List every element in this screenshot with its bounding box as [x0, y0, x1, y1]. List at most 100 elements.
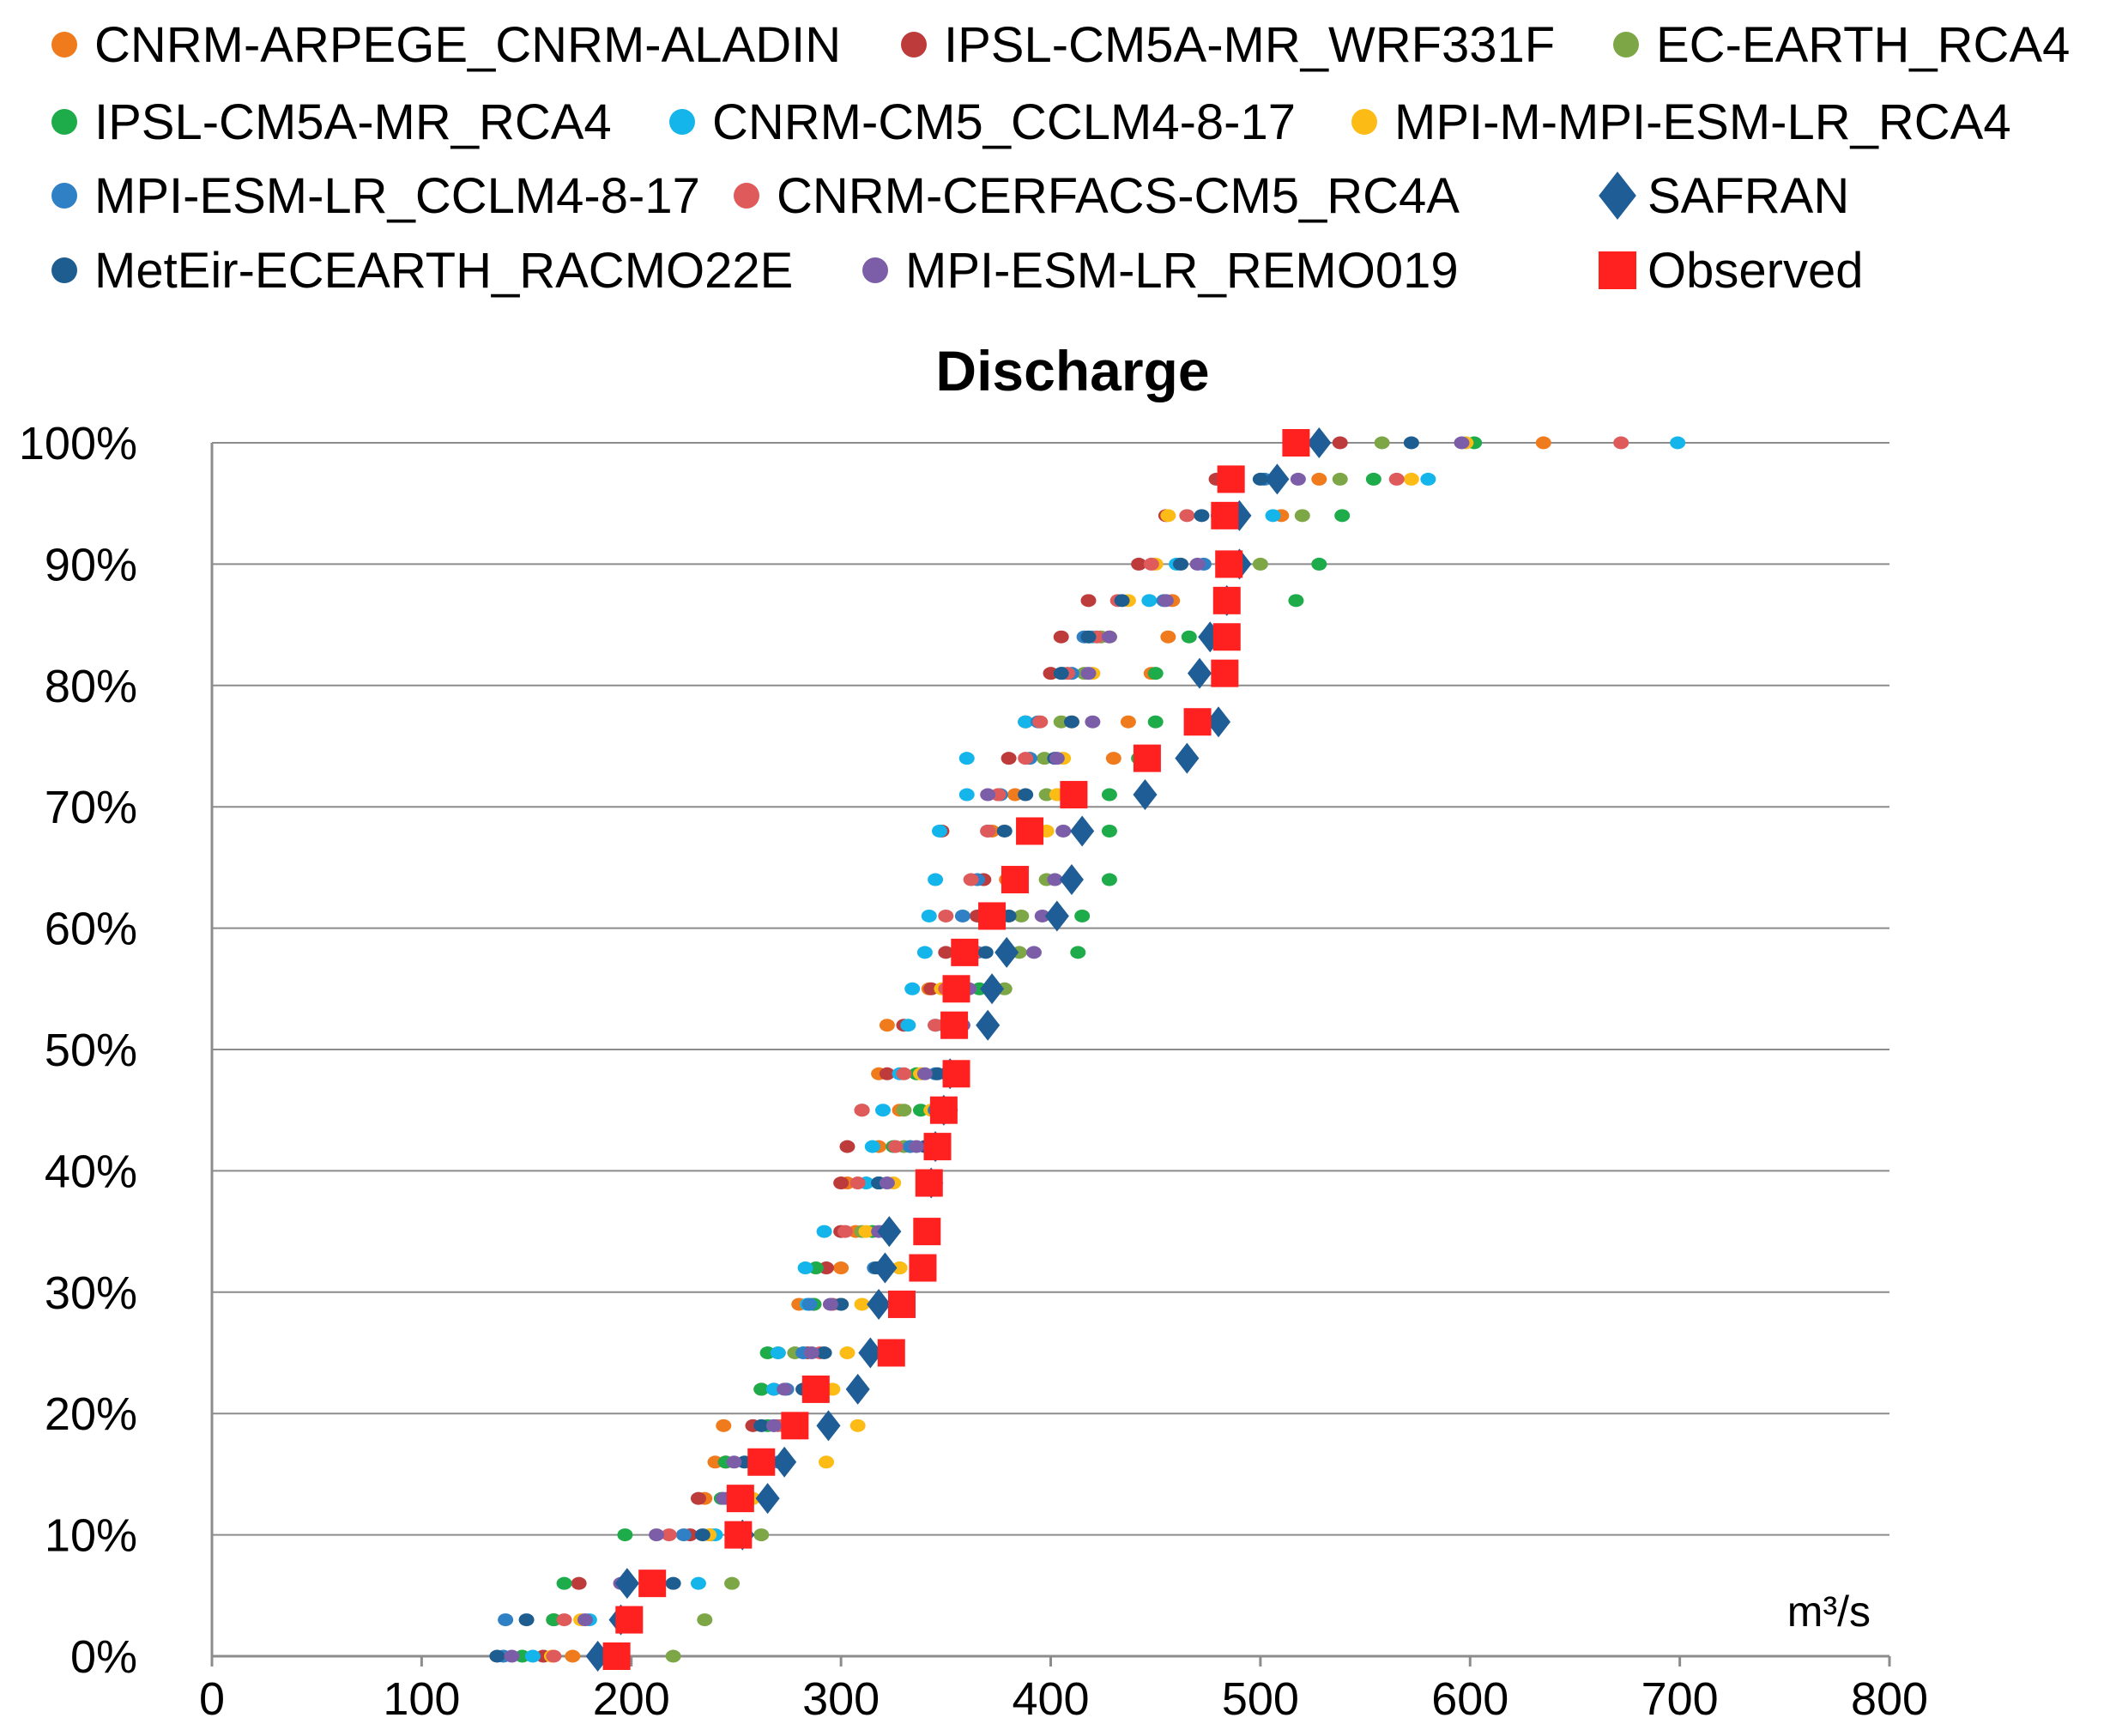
- data-point-dot: [839, 1346, 855, 1359]
- data-point-diamond: [980, 973, 1005, 1005]
- data-point-dot: [938, 946, 954, 959]
- y-axis-ticks: 0% 10% 20% 30% 40% 50% 60% 70% 80% 90% 100%: [19, 418, 137, 1683]
- data-point-dot: [875, 1104, 891, 1117]
- data-point-dot: [690, 1491, 706, 1505]
- data-point-dot: [1403, 472, 1419, 486]
- data-point-dot: [839, 1140, 855, 1153]
- data-point-dot: [980, 824, 996, 838]
- data-point-diamond: [1206, 706, 1231, 738]
- data-point-dot: [1535, 436, 1551, 450]
- data-point-diamond: [1070, 815, 1095, 847]
- legend-label: CNRM-CM5_CCLM4-8-17: [712, 94, 1296, 150]
- data-point-dot: [879, 1176, 895, 1190]
- data-point-dot: [1189, 557, 1206, 571]
- data-point-square: [915, 1169, 943, 1197]
- data-point-dot: [1080, 630, 1097, 644]
- legend-marker-dot: [901, 32, 927, 57]
- series-observed: [602, 429, 1310, 1670]
- data-point-dot: [1025, 946, 1042, 959]
- data-point-dot: [1181, 630, 1197, 644]
- data-point-diamond: [845, 1373, 870, 1405]
- data-point-dot: [694, 1528, 710, 1542]
- data-point-diamond: [867, 1288, 892, 1320]
- data-point-dot: [1147, 667, 1164, 680]
- data-point-dot: [1158, 594, 1174, 608]
- data-point-square: [1211, 501, 1239, 529]
- legend-label: MetEir-ECEARTH_RACMO22E: [94, 243, 793, 299]
- data-point-dot: [1101, 788, 1117, 801]
- data-point-dot: [1334, 509, 1351, 523]
- data-point-square: [940, 1011, 969, 1039]
- data-point-dot: [1018, 715, 1034, 729]
- data-point-dot: [1063, 715, 1079, 729]
- legend-item: CNRM-ARPEGE_CNRM-ALADIN: [51, 17, 841, 73]
- legend-item: SAFRAN: [1599, 168, 1849, 224]
- data-point-dot: [565, 1649, 581, 1663]
- x-tick-label: 700: [1641, 1673, 1719, 1725]
- legend-item: IPSL-CM5A-MR_WRF331F: [901, 17, 1555, 73]
- data-point-dot: [1131, 557, 1147, 571]
- legend-marker-dot: [862, 257, 888, 283]
- data-point-square: [1001, 866, 1029, 894]
- data-point-dot: [977, 946, 994, 959]
- legend-item: MPI-M-MPI-ESM-LR_RCA4: [1351, 94, 2011, 150]
- y-tick-label: 60%: [45, 904, 137, 955]
- data-point-dot: [1388, 472, 1405, 486]
- legend-marker-dot: [51, 109, 77, 135]
- data-point-dot: [928, 873, 944, 886]
- data-point-dot: [1332, 436, 1348, 450]
- x-tick-label: 800: [1851, 1673, 1928, 1725]
- data-point-diamond: [1307, 427, 1332, 458]
- data-point-square: [1212, 586, 1241, 614]
- y-tick-label: 80%: [45, 661, 137, 712]
- data-point-dot: [1454, 436, 1470, 450]
- legend-label: SAFRAN: [1647, 168, 1849, 224]
- x-tick-label: 400: [1012, 1673, 1089, 1725]
- legend-label: MPI-M-MPI-ESM-LR_RCA4: [1394, 94, 2011, 150]
- data-point-dot: [921, 909, 937, 922]
- data-point-square: [747, 1448, 776, 1476]
- data-point-square: [942, 975, 970, 1003]
- data-point-square: [724, 1521, 753, 1549]
- data-point-dot: [879, 1019, 895, 1032]
- x-tick-label: 0: [199, 1673, 225, 1725]
- legend-marker-dot: [1613, 32, 1639, 57]
- y-tick-label: 100%: [19, 418, 137, 469]
- data-point-dot: [900, 1019, 916, 1032]
- data-point-square: [638, 1570, 667, 1598]
- data-point-diamond: [1044, 900, 1069, 932]
- data-point-dot: [938, 909, 954, 922]
- data-point-dot: [816, 1225, 832, 1238]
- data-point-dot: [661, 1528, 677, 1542]
- legend-label: IPSL-CM5A-MR_WRF331F: [944, 17, 1555, 73]
- legend-label: EC-EARTH_RCA4: [1656, 17, 2070, 73]
- data-point-dot: [1288, 594, 1304, 608]
- data-point-dot: [524, 1649, 541, 1663]
- data-point-dot: [489, 1649, 505, 1663]
- data-point-dot: [518, 1613, 535, 1627]
- data-point-diamond: [1175, 742, 1200, 774]
- data-point-dot: [996, 824, 1013, 838]
- data-point-dot: [1001, 752, 1017, 765]
- data-point-dot: [1160, 630, 1176, 644]
- data-point-dot: [822, 1297, 838, 1311]
- data-point-dot: [1141, 594, 1158, 608]
- legend-marker-dot: [1351, 109, 1377, 135]
- data-point-diamond: [858, 1337, 883, 1369]
- data-point-dot: [892, 1261, 908, 1275]
- data-point-square: [1183, 708, 1212, 736]
- legend-marker-square: [1599, 251, 1636, 289]
- data-point-dot: [1053, 667, 1069, 680]
- data-point-dot: [1420, 472, 1436, 486]
- data-point-diamond: [614, 1568, 639, 1600]
- data-points: [489, 427, 1686, 1672]
- data-point-dot: [753, 1418, 770, 1432]
- data-point-dot: [1074, 909, 1091, 922]
- data-point-dot: [1403, 436, 1419, 450]
- y-tick-label: 50%: [45, 1025, 137, 1076]
- data-point-dot: [577, 1613, 593, 1627]
- x-tick-label: 600: [1431, 1673, 1508, 1725]
- data-point-square: [1211, 659, 1239, 687]
- data-point-dot: [837, 1225, 854, 1238]
